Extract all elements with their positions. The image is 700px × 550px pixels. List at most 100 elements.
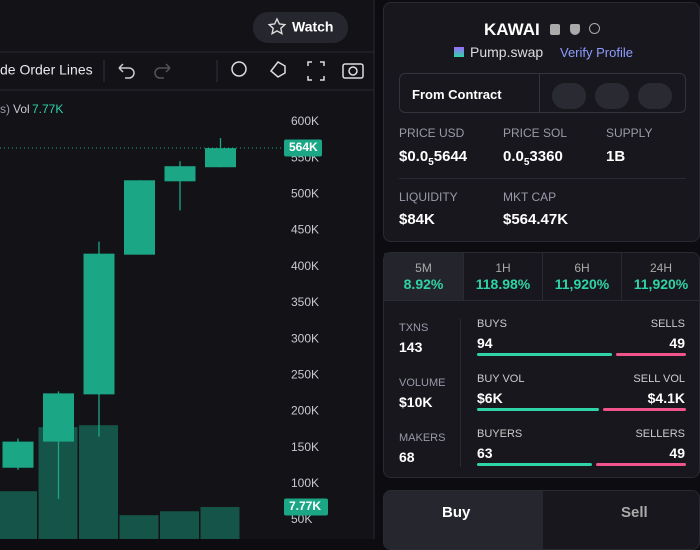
change-period: 24H xyxy=(649,261,672,275)
stat-label: LIQUIDITY xyxy=(399,190,458,204)
camera-lens xyxy=(348,66,358,76)
volume-bar xyxy=(200,507,240,539)
candle-body xyxy=(2,441,34,468)
makers-label: MAKERS xyxy=(399,432,446,444)
change-period: 1H xyxy=(495,261,511,275)
candle-body xyxy=(205,148,236,168)
price-tick-label: 500K xyxy=(291,187,319,201)
price-prefix: 0.0 xyxy=(503,148,524,165)
divider xyxy=(539,74,540,112)
change-tab[interactable]: 1H 118.98% xyxy=(463,253,542,300)
stat-value: $84K xyxy=(399,211,435,228)
sell-label: SELL VOL xyxy=(633,373,685,385)
price-tick-label: 600K xyxy=(291,114,319,128)
trade-card: Buy Sell xyxy=(383,490,700,550)
volume-tag-label: 7.77K xyxy=(289,499,321,513)
change-period: 6H xyxy=(574,261,590,275)
volume-tag xyxy=(284,498,328,516)
buy-label: BUYERS xyxy=(477,428,523,440)
stat-label: MKT CAP xyxy=(503,190,557,204)
contract-label[interactable]: From Contract xyxy=(412,87,502,102)
volume-bar xyxy=(0,491,37,539)
change-tab[interactable]: 5M 8.92% xyxy=(384,253,463,300)
legend-cut-text: s) xyxy=(0,102,10,116)
price-digits: 5644 xyxy=(433,148,468,165)
change-value: 11,920% xyxy=(554,276,610,292)
volume-label: VOLUME xyxy=(399,377,446,389)
change-period: 5M xyxy=(415,261,432,275)
stat-value: 0.053360 xyxy=(503,148,563,168)
price-tick-label: 450K xyxy=(291,223,319,237)
dex-name: Pump.swap xyxy=(470,44,544,60)
sell-value: 49 xyxy=(669,335,685,351)
sell-bar xyxy=(615,353,686,356)
change-value: 11,920% xyxy=(633,276,689,292)
volume-bar xyxy=(79,425,118,539)
alert-icon[interactable] xyxy=(231,61,247,77)
buy-value: 63 xyxy=(477,445,493,461)
dex-icon xyxy=(454,47,464,57)
token-name: KAWAI xyxy=(484,20,540,39)
verify-link[interactable]: Verify Profile xyxy=(560,45,633,60)
change-value: 8.92% xyxy=(403,276,444,292)
settings-icon[interactable] xyxy=(269,61,286,78)
buy-bar xyxy=(477,353,612,356)
candle-body xyxy=(83,253,115,395)
buy-label: Buy xyxy=(442,504,471,521)
buy-bar xyxy=(477,408,599,411)
price-zeros: 5 xyxy=(428,157,434,168)
shield-icon xyxy=(570,24,580,35)
price-tick-label: 100K xyxy=(291,476,319,490)
undo-icon[interactable] xyxy=(118,63,135,79)
buy-value: 94 xyxy=(477,335,493,351)
buy-tab[interactable]: Buy xyxy=(384,491,543,549)
buy-label: BUY VOL xyxy=(477,373,525,385)
change-tab[interactable]: 24H 11,920% xyxy=(621,253,700,300)
divider xyxy=(460,319,461,467)
candle-body xyxy=(124,180,155,255)
copy-icon[interactable] xyxy=(550,24,560,35)
change-value: 118.98% xyxy=(475,276,531,292)
price-tag-label: 564K xyxy=(289,140,318,154)
website-button[interactable] xyxy=(638,83,672,109)
camera-icon[interactable] xyxy=(342,63,364,79)
price-tick-label: 300K xyxy=(291,331,319,345)
sell-label: SELLERS xyxy=(635,428,685,440)
redo-icon[interactable] xyxy=(154,63,171,79)
x-button[interactable] xyxy=(552,83,586,109)
token-card: KAWAI Pump.swap Verify Profile From Cont… xyxy=(383,2,700,242)
stat-label: PRICE USD xyxy=(399,126,465,140)
price-tick-label: 200K xyxy=(291,404,319,418)
stat-label: PRICE SOL xyxy=(503,126,568,140)
buy-bar xyxy=(477,463,593,466)
divider xyxy=(384,300,700,301)
price-digits: 3360 xyxy=(529,148,563,165)
txns-value: 143 xyxy=(399,339,423,355)
telegram-button[interactable] xyxy=(595,83,629,109)
sell-value: 49 xyxy=(669,445,685,461)
search-icon[interactable] xyxy=(589,23,600,34)
volume-value: $10K xyxy=(399,394,433,410)
change-tab[interactable]: 6H 11,920% xyxy=(542,253,621,300)
volume-bar xyxy=(119,515,159,539)
price-tag xyxy=(284,139,322,157)
fullscreen-icon[interactable] xyxy=(307,61,325,81)
star-icon xyxy=(267,17,287,35)
price-prefix: $0.0 xyxy=(399,148,429,165)
activity-card: TXNS 143 VOLUME $10K MAKERS 68 5M 8.92% 1H… xyxy=(383,252,700,478)
sell-label[interactable]: Sell xyxy=(621,504,648,521)
stat-value: $0.055644 xyxy=(399,148,467,168)
sell-bar xyxy=(602,408,686,411)
price-tick-label: 150K xyxy=(291,440,319,454)
price-zeros: 5 xyxy=(523,157,530,168)
watch-label: Watch xyxy=(292,19,333,35)
chart-panel: Watch de Order Lines s) Vol 7.77K 600K55… xyxy=(0,0,375,539)
legend-value: 7.77K xyxy=(32,102,63,116)
buy-label: BUYS xyxy=(477,318,507,330)
candle-body xyxy=(43,393,74,442)
toolbar-text: de Order Lines xyxy=(0,62,93,78)
price-tick-label: 250K xyxy=(291,367,319,381)
stat-value: 1B xyxy=(606,148,626,165)
sell-bar xyxy=(596,463,686,466)
